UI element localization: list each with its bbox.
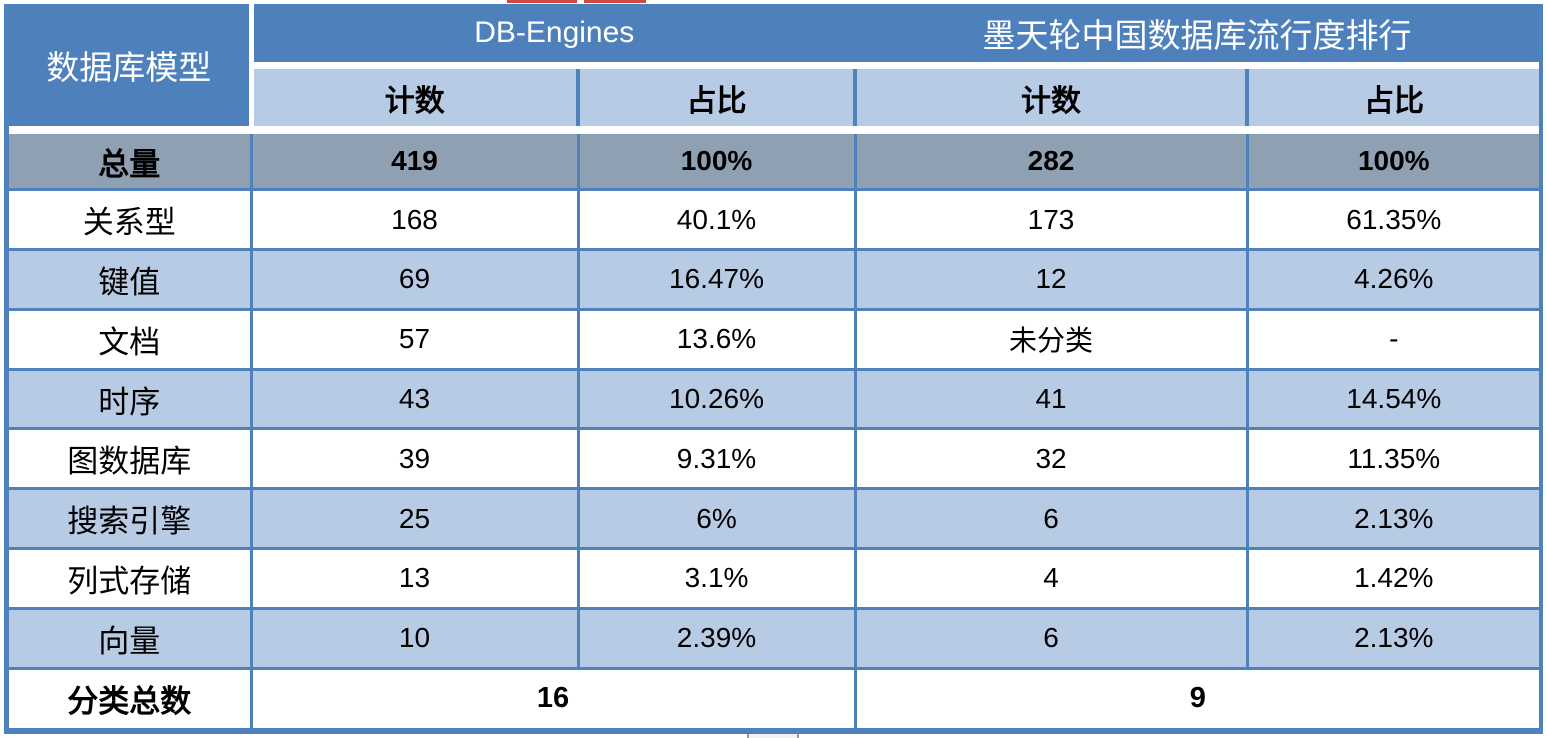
row-label: 搜索引擎: [9, 488, 251, 549]
cell-count-mt: 6: [853, 608, 1248, 669]
cell-share-mt: -: [1245, 309, 1540, 370]
scrollbar-artifact: [747, 734, 799, 738]
cell-count-mt: 173: [853, 189, 1248, 250]
table-row-graph: 图数据库 39 9.31% 32 11.35%: [9, 428, 1540, 489]
cell-count-db: 43: [249, 369, 578, 429]
cell-count-mt: 41: [853, 369, 1248, 429]
cell-count-db: 69: [249, 249, 578, 310]
cell-share-db: 6%: [576, 488, 856, 549]
table-row-vector: 向量 10 2.39% 6 2.13%: [9, 608, 1540, 669]
row-label: 时序: [9, 369, 251, 429]
cell-share-db: 9.31%: [576, 428, 856, 489]
cell-share-mt: 100%: [1245, 130, 1540, 190]
cell-count-db: 419: [249, 130, 578, 190]
cell-share-mt: 4.26%: [1245, 249, 1540, 310]
red-line-artifact: [584, 0, 646, 3]
row-label: 分类总数: [9, 668, 251, 728]
cell-category-total-mt: 9: [853, 668, 1540, 728]
table-row-time-series: 时序 43 10.26% 41 14.54%: [9, 369, 1540, 429]
data-table: 数据库模型 DB-Engines 墨天轮中国数据库流行度排行 计数 占比 计数 …: [9, 4, 1540, 728]
row-label: 图数据库: [67, 444, 192, 480]
cell-count-db: 25: [249, 488, 578, 549]
group-header-db-engines: DB-Engines: [251, 4, 856, 66]
row-label: 键值: [9, 249, 251, 310]
cell-share-mt: 2.13%: [1245, 608, 1540, 669]
row-label: 列式存储: [67, 563, 192, 599]
cell-share-mt: 2.13%: [1245, 488, 1540, 549]
cell-count-db: 168: [249, 189, 578, 250]
cell-share-mt: 1.42%: [1245, 548, 1540, 609]
row-label: 向量: [9, 608, 251, 669]
subheader-share-mt: 占比: [1245, 62, 1540, 134]
cell-count-mt: 4: [853, 548, 1248, 609]
table-row-search-engine: 搜索引擎 25 6% 6 2.13%: [9, 488, 1540, 549]
table-row-category-totals: 分类总数 16 9: [9, 668, 1540, 728]
table-row-columnar: 列式存储 13 3.1% 4 1.42%: [9, 548, 1540, 609]
cell-share-db: 100%: [576, 130, 856, 190]
cell-count-mt: 未分类: [853, 309, 1248, 370]
cell-count-mt: 6: [853, 488, 1248, 549]
sub-header-row: 计数 占比 计数 占比: [9, 62, 1540, 134]
cell-share-mt: 11.35%: [1245, 428, 1540, 489]
database-model-comparison-table: 数据库模型 DB-Engines 墨天轮中国数据库流行度排行 计数 占比 计数 …: [4, 4, 1543, 734]
cell-share-db: 16.47%: [576, 249, 856, 310]
cell-share-mt: 61.35%: [1245, 189, 1540, 250]
table-row-relational: 关系型 168 40.1% 173 61.35%: [9, 189, 1540, 250]
cell-count-mt: 12: [853, 249, 1248, 310]
group-header-motianlun: 墨天轮中国数据库流行度排行: [855, 4, 1540, 66]
cell-count-db: 57: [249, 309, 578, 370]
row-label: 关系型: [82, 205, 176, 241]
cell-count-db: 39: [249, 428, 578, 489]
row-label: 总量: [9, 130, 251, 190]
cell-count-mt: 32: [853, 428, 1248, 489]
cell-share-db: 40.1%: [576, 189, 856, 250]
cell-share-mt: 14.54%: [1245, 369, 1540, 429]
cell-count-db: 13: [249, 548, 578, 609]
cell-share-db: 2.39%: [576, 608, 856, 669]
table-row-document: 文档 57 13.6% 未分类 -: [9, 309, 1540, 370]
table-row-total: 总量 419 100% 282 100%: [9, 130, 1540, 190]
cell-count-mt: 282: [853, 130, 1248, 190]
subheader-share-db: 占比: [575, 62, 856, 134]
subheader-count-mt: 计数: [853, 62, 1248, 134]
subheader-count-db: 计数: [251, 62, 578, 134]
cell-share-db: 3.1%: [576, 548, 856, 609]
cell-share-db: 13.6%: [576, 309, 856, 370]
cell-count-db: 10: [249, 608, 578, 669]
red-line-artifact: [507, 0, 577, 3]
table-row-key-value: 键值 69 16.47% 12 4.26%: [9, 249, 1540, 310]
row-label: 文档: [98, 324, 161, 360]
group-header-row: 数据库模型 DB-Engines 墨天轮中国数据库流行度排行: [9, 4, 1540, 134]
cell-category-total-db: 16: [249, 668, 856, 728]
cell-share-db: 10.26%: [576, 369, 856, 429]
corner-header-cell: 数据库模型: [9, 4, 254, 134]
